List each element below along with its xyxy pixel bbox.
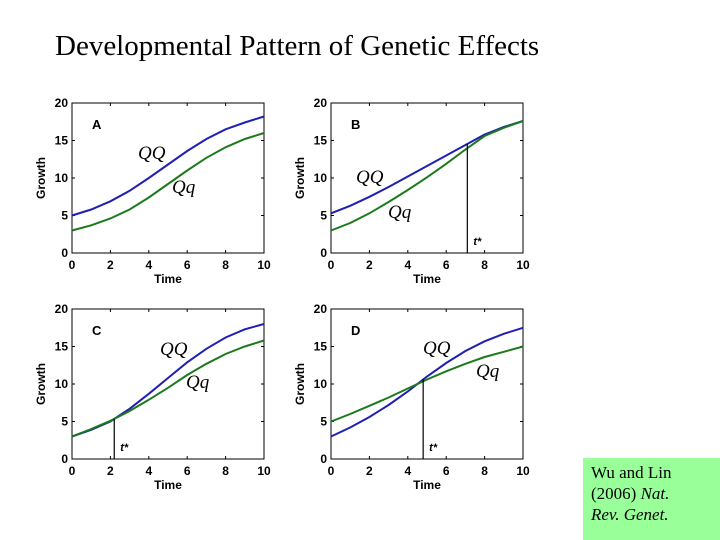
panel-a-ytick-label: 20 (55, 96, 69, 110)
panel-c-xtick-label: 10 (257, 464, 271, 478)
panel-c-xlabel: Time (154, 478, 182, 492)
panel-a-xtick-label: 10 (257, 258, 271, 272)
panel-b-ylabel: Growth (293, 157, 307, 199)
panel-d-xtick-label: 2 (366, 464, 373, 478)
panel-a-annotation-qq: QQ (138, 143, 166, 164)
panel-a-line-qq (71, 115, 265, 217)
panel-d-line-qq (330, 326, 524, 438)
panel-d-xtick-label: 6 (443, 464, 450, 478)
panel-b-annotation-qq: Qq (388, 202, 412, 223)
panel-d-xtick-label: 10 (516, 464, 530, 478)
panel-a-xtick-label: 6 (184, 258, 191, 272)
panel-d-ytick-label: 10 (314, 377, 328, 391)
panel-d-annotation-qq: Qq (476, 361, 500, 382)
slide-title: Developmental Pattern of Genetic Effects (55, 30, 540, 62)
panel-a-xtick-label: 2 (107, 258, 114, 272)
panel-d-ytick-label: 5 (320, 415, 327, 429)
panel-c-tstar-label: t* (120, 442, 129, 454)
panel-c-ytick-label: 5 (61, 415, 68, 429)
panel-b-xtick-label: 4 (404, 258, 411, 272)
panel-b-ytick-label: 10 (314, 171, 328, 185)
panel-d-xtick-label: 8 (481, 464, 488, 478)
panel-c-xtick-label: 6 (184, 464, 191, 478)
panel-b-line-qq (330, 120, 524, 232)
panel-c-ytick-label: 10 (55, 377, 69, 391)
panel-a-label: A (92, 117, 102, 132)
panel-c-ytick-label: 0 (61, 452, 68, 466)
panel-a-ytick-label: 10 (55, 171, 69, 185)
citation-journal-2: Rev. Genet. (591, 505, 669, 524)
citation-year: (2006) (591, 484, 637, 503)
panel-a-annotation-qq: Qq (172, 177, 196, 198)
panel-c-xtick-label: 8 (222, 464, 229, 478)
panel-d-ytick-label: 0 (320, 452, 327, 466)
panel-c-annotation-qq: QQ (160, 339, 188, 360)
panel-c-annotation-qq: Qq (186, 372, 210, 393)
citation-authors: Wu and Lin (591, 463, 672, 482)
panel-d-xtick-label: 4 (404, 464, 411, 478)
panel-d-ytick-label: 15 (314, 340, 328, 354)
panel-b-ytick-label: 15 (314, 134, 328, 148)
panel-d-ylabel: Growth (293, 363, 307, 405)
panel-d-line-qq (330, 345, 524, 423)
panel-d-annotation-qq: QQ (423, 338, 451, 359)
panel-a-xtick-label: 0 (69, 258, 76, 272)
panel-c-ytick-label: 20 (55, 302, 69, 316)
panel-a-ytick-label: 0 (61, 246, 68, 260)
panel-d-xlabel: Time (413, 478, 441, 492)
panel-c-ylabel: Growth (34, 363, 48, 405)
panel-a-ytick-label: 5 (61, 209, 68, 223)
panel-c-ytick-label: 15 (55, 340, 69, 354)
panel-b-xlabel: Time (413, 272, 441, 286)
panel-b-line-qq (330, 120, 524, 215)
panel-c-xtick-label: 4 (145, 464, 152, 478)
panel-a-xtick-label: 4 (145, 258, 152, 272)
panel-a-xtick-label: 8 (222, 258, 229, 272)
panel-c-xtick-label: 0 (69, 464, 76, 478)
panel-d-label: D (351, 323, 360, 338)
panel-b-annotation-qq: QQ (356, 167, 384, 188)
panel-a-xlabel: Time (154, 272, 182, 286)
panel-c-line-qq (71, 339, 265, 438)
citation-journal-1: Nat. (640, 484, 670, 503)
panel-b-ytick-label: 5 (320, 209, 327, 223)
panel-b-ytick-label: 20 (314, 96, 328, 110)
panel-a-line-qq (71, 132, 265, 232)
panel-b-xtick-label: 8 (481, 258, 488, 272)
panel-c-xtick-label: 2 (107, 464, 114, 478)
panel-a-ytick-label: 15 (55, 134, 69, 148)
panel-b-ytick-label: 0 (320, 246, 327, 260)
panel-d-ytick-label: 20 (314, 302, 328, 316)
panel-b-xtick-label: 2 (366, 258, 373, 272)
panel-b-tstar-label: t* (473, 236, 482, 248)
panel-b-xtick-label: 0 (328, 258, 335, 272)
panel-d-xtick-label: 0 (328, 464, 335, 478)
panel-b-xtick-label: 6 (443, 258, 450, 272)
panel-a-ylabel: Growth (34, 157, 48, 199)
panel-c-label: C (92, 323, 102, 338)
panel-d-tstar-label: t* (429, 442, 438, 454)
panel-b-label: B (351, 117, 360, 132)
panel-b-xtick-label: 10 (516, 258, 530, 272)
citation-box: Wu and Lin (2006) Nat. Rev. Genet. (583, 458, 720, 540)
